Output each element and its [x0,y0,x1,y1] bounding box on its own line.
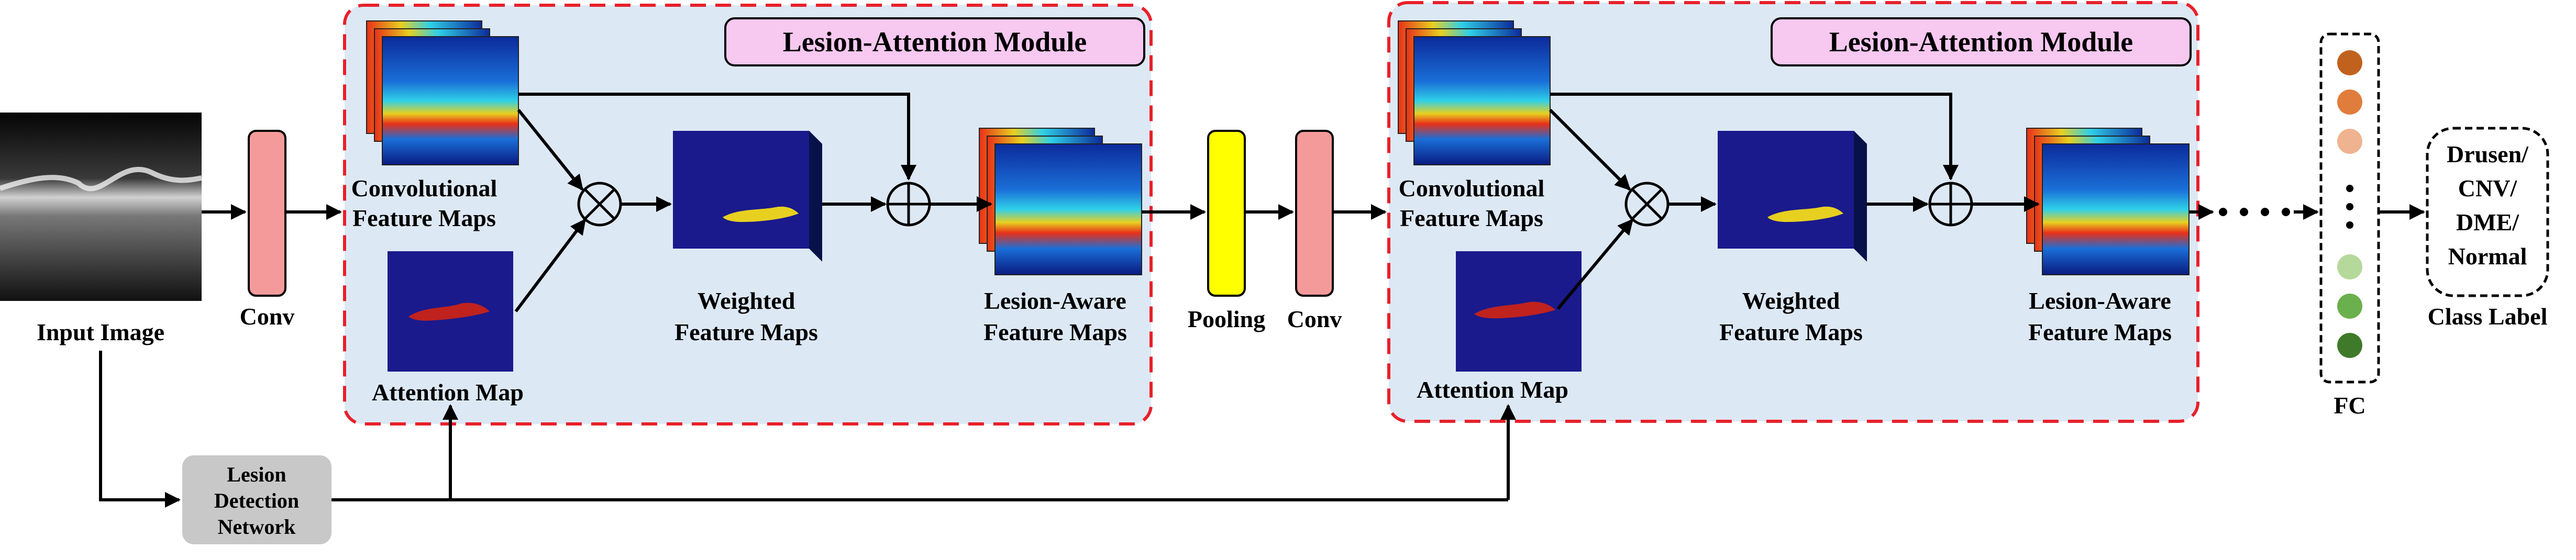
module-2-conv-feature-maps [1398,20,1551,165]
module-1-aware-line-2: Feature Maps [983,319,1127,345]
module-2-attention-label: Attention Map [1417,376,1568,403]
pooling-label: Pooling [1188,306,1265,332]
lesion-detection-network [182,455,331,544]
class-cnv: CNV/ [2458,175,2518,201]
class-label-box [2426,127,2549,297]
module-1-title-text: Lesion-Attention Module [783,26,1087,58]
module-2-conv-maps-line-1: Convolutional [1399,175,1545,201]
conv-layer-2 [1295,130,1334,297]
module-2-weighted-line-1: Weighted [1742,287,1840,314]
fc-node [2337,50,2362,75]
detection-line-3: Network [218,515,296,539]
module-1-conv-feature-maps [366,20,519,165]
module-1-attention-map [388,251,513,372]
fc-label: FC [2334,392,2365,419]
connectors [99,93,2425,508]
fc-node [2337,294,2362,319]
class-normal: Normal [2448,243,2527,270]
module-2-lesion-aware-maps [2026,128,2190,275]
fc-node [2337,89,2362,115]
module-2-aware-line-2: Feature Maps [2028,319,2172,345]
module-2-conv-maps-line-2: Feature Maps [1400,205,1543,231]
conv-layer-2-label: Conv [1287,306,1342,332]
module-1-attention-label: Attention Map [372,379,524,406]
fc-nodes [2337,50,2362,358]
pooling-layer [1207,130,1246,297]
input-image-label: Input Image [37,319,164,345]
module-2-title-text: Lesion-Attention Module [1829,26,2133,58]
conv-layer-1 [248,130,286,297]
module-1-conv-maps-line-2: Feature Maps [352,205,496,231]
fc-node [2337,254,2362,279]
module-2-weighted-feature-maps [1718,131,1867,262]
fc-node [2337,333,2362,358]
input-image [0,113,202,301]
conv-layer-1-label: Conv [240,303,295,330]
detection-line-2: Detection [214,489,299,512]
module-2-weighted-line-2: Feature Maps [1719,319,1863,345]
module-1-conv-maps-line-1: Convolutional [351,175,497,201]
fc-vertical-ellipsis [2346,185,2353,229]
module-1-weighted-feature-maps [673,131,822,262]
module-1-aware-line-1: Lesion-Aware [984,287,1126,314]
detection-line-1: Lesion [227,463,286,486]
ellipsis-dots [2219,208,2290,216]
module-2-aware-line-1: Lesion-Aware [2029,287,2171,314]
fc-node [2337,129,2362,154]
module-1-weighted-line-1: Weighted [698,287,795,314]
module-1-lesion-aware-maps [979,128,1142,275]
module-2-title: Lesion-Attention Module [1771,17,2192,66]
module-1-weighted-line-2: Feature Maps [675,319,818,345]
class-drusen: Drusen/ [2447,141,2529,167]
module-1-title: Lesion-Attention Module [724,17,1145,66]
module-2-attention-map [1456,251,1582,372]
class-label-caption: Class Label [2428,303,2548,330]
class-dme: DME/ [2456,209,2519,236]
